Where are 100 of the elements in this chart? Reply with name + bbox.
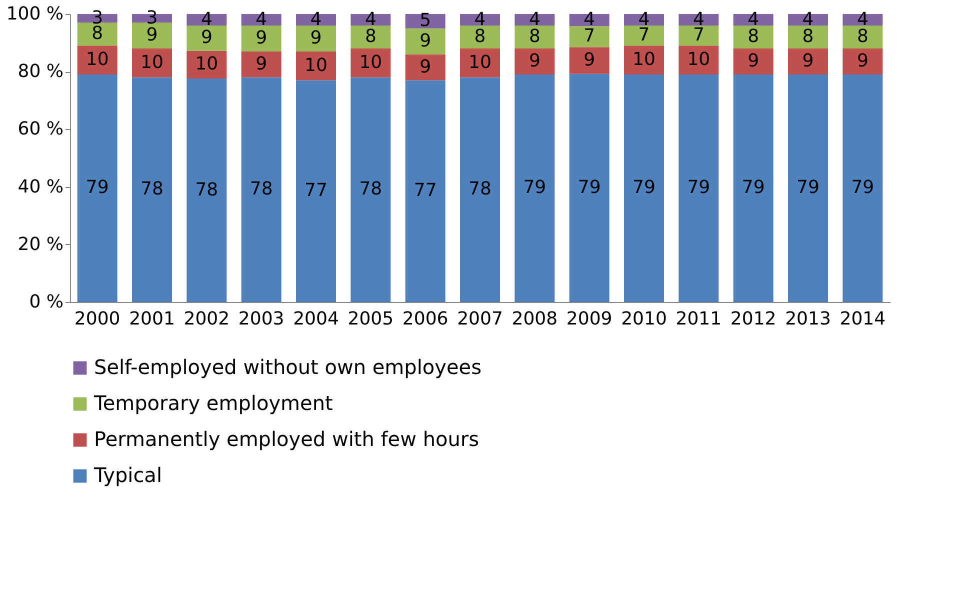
- bar: [569, 47, 610, 74]
- data-label: 79: [742, 177, 765, 198]
- bar: [241, 26, 282, 52]
- x-tick-label: 2002: [184, 308, 230, 330]
- data-label: 78: [140, 178, 164, 200]
- bar: [460, 77, 500, 302]
- bar: [350, 48, 391, 78]
- bar: [405, 14, 446, 28]
- x-tick-label: 2000: [74, 308, 120, 330]
- data-label: 7: [692, 24, 704, 46]
- x-tick-label: 2007: [457, 308, 503, 330]
- data-label: 79: [523, 177, 546, 198]
- data-label: 5: [420, 10, 432, 32]
- data-label: 79: [796, 177, 820, 198]
- bar: [514, 26, 555, 49]
- x-tick-label: 2011: [676, 308, 722, 330]
- bar: [842, 74, 883, 302]
- bar: [514, 74, 555, 302]
- bar: [241, 77, 282, 302]
- data-label: 79: [86, 177, 109, 198]
- y-tick-label: 20 %: [18, 234, 64, 255]
- bar: [569, 74, 610, 302]
- data-label: 78: [468, 178, 492, 200]
- bar: [678, 46, 719, 74]
- data-label: 10: [304, 54, 328, 76]
- y-tick-label: 80 %: [18, 61, 64, 82]
- data-label: 7: [638, 24, 650, 46]
- bar: [77, 22, 118, 46]
- x-tick-label: 2005: [348, 308, 394, 330]
- y-tick-label: 60 %: [18, 118, 64, 140]
- bar: [241, 51, 282, 78]
- data-label: 9: [748, 50, 760, 72]
- bar: [77, 74, 118, 302]
- bar: [678, 26, 719, 46]
- legend-label: Temporary employment: [93, 391, 334, 415]
- data-label: 10: [140, 52, 164, 73]
- data-label: 9: [200, 27, 212, 48]
- data-label: 4: [200, 8, 212, 30]
- bar: [624, 46, 664, 74]
- data-label: 79: [578, 176, 601, 198]
- bar: [733, 48, 774, 74]
- bar: [842, 26, 883, 49]
- bar: [733, 74, 774, 302]
- data-label: 77: [414, 180, 437, 202]
- data-label: 10: [687, 49, 710, 70]
- data-label: 9: [856, 50, 868, 72]
- bar: [186, 78, 227, 302]
- y-tick-label: 40 %: [18, 176, 64, 198]
- bar: [788, 74, 828, 302]
- data-label: 79: [632, 177, 656, 198]
- bar: [624, 26, 664, 46]
- y-tick-label: 100 %: [6, 4, 64, 24]
- bar: [405, 28, 446, 54]
- data-label: 7: [584, 26, 596, 47]
- bar: [514, 48, 555, 74]
- data-label: 79: [687, 177, 710, 198]
- data-label: 10: [468, 52, 492, 73]
- legend-label: Permanently employed with few hours: [94, 427, 480, 451]
- x-tick-label: 2014: [840, 308, 886, 330]
- y-tick-label: 0 %: [29, 292, 64, 312]
- data-label: 9: [802, 50, 814, 72]
- data-label: 77: [304, 180, 328, 202]
- bar: [350, 77, 391, 302]
- bar: [186, 26, 227, 51]
- data-label: 10: [632, 49, 656, 70]
- data-label: 9: [256, 27, 268, 48]
- bar: [132, 48, 172, 78]
- bar: [842, 48, 883, 74]
- bar: [624, 74, 664, 302]
- x-tick-label: 2001: [129, 308, 175, 330]
- data-label: 78: [195, 179, 218, 200]
- data-label: 9: [528, 50, 540, 72]
- data-label: 78: [359, 178, 382, 200]
- bar: [77, 46, 118, 74]
- data-label: 10: [86, 49, 109, 70]
- x-tick-label: 2008: [512, 308, 558, 330]
- bar: [132, 22, 172, 49]
- data-label: 10: [359, 52, 382, 73]
- data-label: 10: [195, 54, 218, 75]
- data-label: 78: [250, 178, 273, 200]
- x-tick-label: 2004: [293, 308, 339, 330]
- bar: [350, 26, 391, 49]
- x-tick-label: 2009: [566, 308, 612, 330]
- data-label: 9: [420, 30, 432, 52]
- x-tick-label: 2010: [621, 308, 667, 330]
- x-tick-label: 2012: [730, 308, 776, 330]
- data-label: 4: [256, 8, 268, 30]
- bar: [733, 26, 774, 49]
- x-tick-label: 2006: [402, 308, 448, 330]
- legend-label: Self-employed without own employees: [94, 355, 482, 379]
- bar: [405, 80, 446, 302]
- bar: [569, 26, 610, 48]
- data-label: 79: [851, 177, 874, 198]
- bar: [405, 54, 446, 80]
- bar: [678, 74, 719, 302]
- bar: [460, 26, 500, 49]
- x-tick-label: 2013: [785, 308, 831, 330]
- bar: [788, 26, 828, 49]
- data-label: 9: [256, 53, 268, 74]
- legend-label: Typical: [93, 463, 162, 487]
